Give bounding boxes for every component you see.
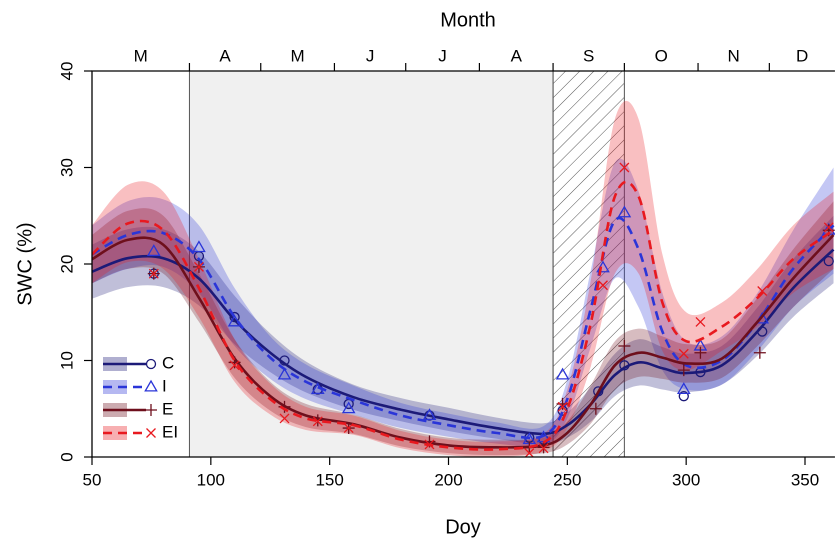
point xyxy=(227,314,242,327)
legend-marker xyxy=(145,358,157,370)
top-axis-title: Month xyxy=(440,9,496,31)
x-tick-label: 100 xyxy=(197,470,225,489)
point xyxy=(146,244,161,257)
x-tick-label: 50 xyxy=(83,470,102,489)
y-tick-label: 40 xyxy=(57,62,76,81)
x-axis-title: Doy xyxy=(445,516,481,538)
point xyxy=(229,311,240,323)
y-tick-label: 10 xyxy=(57,351,76,370)
fit-line xyxy=(92,216,835,440)
legend-band xyxy=(103,380,127,394)
point xyxy=(676,382,691,394)
point xyxy=(589,402,602,415)
point xyxy=(279,355,290,366)
point xyxy=(757,286,768,296)
point xyxy=(148,268,159,279)
y-tick-label: 0 xyxy=(57,452,76,461)
month-label: O xyxy=(655,46,668,65)
point xyxy=(678,391,689,402)
point xyxy=(619,162,630,173)
month-label: N xyxy=(728,46,740,65)
y-axis-title: SWC (%) xyxy=(14,222,36,305)
point xyxy=(279,413,290,424)
point xyxy=(229,360,240,371)
point xyxy=(593,386,604,397)
point xyxy=(343,423,354,434)
point xyxy=(556,397,569,410)
x-tick-label: 300 xyxy=(672,470,700,489)
point xyxy=(424,439,435,450)
confidence-band xyxy=(92,100,834,457)
point xyxy=(753,346,766,359)
legend: CIE EI xyxy=(103,353,178,441)
point xyxy=(695,316,706,327)
month-label: A xyxy=(219,46,231,65)
point xyxy=(677,364,690,377)
point xyxy=(422,408,437,421)
region-hatch xyxy=(553,71,625,457)
point xyxy=(538,443,549,454)
regions xyxy=(188,71,625,457)
legend-marker xyxy=(144,379,158,392)
point xyxy=(619,360,630,371)
point xyxy=(694,346,707,359)
point xyxy=(617,205,632,218)
month-label: M xyxy=(290,46,304,65)
legend-label: C xyxy=(162,353,174,372)
legend-marker xyxy=(146,428,156,438)
point xyxy=(823,222,834,233)
legend-label: I xyxy=(162,376,167,395)
point xyxy=(192,240,206,253)
legend-band xyxy=(103,426,127,440)
point xyxy=(310,382,325,394)
month-label: S xyxy=(583,46,594,65)
lines xyxy=(92,162,835,457)
point xyxy=(823,255,834,267)
point xyxy=(524,448,535,457)
x-tick-label: 250 xyxy=(553,470,581,489)
y-tick-label: 20 xyxy=(57,255,76,274)
legend-label: EI xyxy=(162,422,178,441)
legend-label: E xyxy=(162,399,173,418)
point xyxy=(312,416,323,427)
fit-line xyxy=(92,248,835,436)
point xyxy=(277,367,292,380)
x-tick-label: 150 xyxy=(315,470,343,489)
axes: 50 100 150 200 250 300 350 0 10 20 30 40 M A M J J A S O N D xyxy=(57,46,835,489)
point xyxy=(557,401,568,412)
month-label: A xyxy=(511,46,523,65)
month-label: D xyxy=(796,46,808,65)
legend-marker xyxy=(145,404,157,416)
fit-line xyxy=(92,180,835,451)
point xyxy=(341,401,356,414)
point xyxy=(618,340,631,353)
point xyxy=(555,367,570,380)
month-label: J xyxy=(438,46,447,65)
point xyxy=(537,441,550,454)
x-tick-label: 200 xyxy=(434,470,462,489)
point xyxy=(193,261,204,272)
point xyxy=(757,326,768,337)
x-tick-label: 350 xyxy=(791,470,819,489)
month-label: M xyxy=(134,46,148,65)
point xyxy=(678,348,689,359)
point xyxy=(598,280,608,291)
region-gray xyxy=(189,71,554,457)
confidence-band xyxy=(92,201,834,456)
y-tick-label: 30 xyxy=(57,158,76,177)
month-label: J xyxy=(366,46,375,65)
confidence-band xyxy=(92,215,834,445)
